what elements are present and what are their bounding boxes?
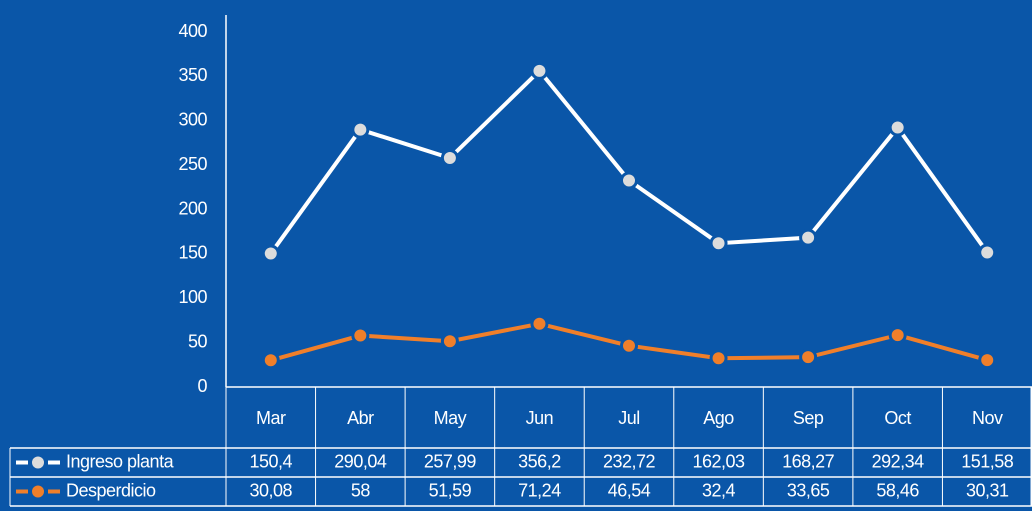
point <box>530 61 549 80</box>
point <box>530 314 549 333</box>
table-value: 162,03 <box>693 451 746 471</box>
x-tick-label: Jul <box>618 408 640 428</box>
x-tick-label: May <box>434 408 467 428</box>
point <box>888 326 907 345</box>
point <box>978 351 997 370</box>
point <box>351 326 370 345</box>
table-value: 58,46 <box>876 480 919 500</box>
x-tick-label: Mar <box>256 408 286 428</box>
table-value: 356,2 <box>518 451 561 471</box>
point <box>261 244 280 263</box>
x-tick-label: Abr <box>347 408 374 428</box>
table-value: 232,72 <box>603 451 656 471</box>
table-value: 151,58 <box>961 451 1014 471</box>
point <box>799 348 818 367</box>
point <box>440 149 459 168</box>
y-tick-label: 250 <box>178 154 207 174</box>
y-tick-label: 50 <box>188 331 208 351</box>
legend-label: Ingreso planta <box>66 451 175 471</box>
x-tick-label: Jun <box>526 408 554 428</box>
y-tick-label: 350 <box>178 65 207 85</box>
point <box>709 234 728 253</box>
point <box>978 243 997 262</box>
table-value: 32,4 <box>702 480 736 500</box>
table-value: 30,31 <box>966 480 1009 500</box>
x-tick-label: Ago <box>703 408 734 428</box>
table-value: 150,4 <box>250 451 293 471</box>
y-tick-label: 0 <box>197 376 207 396</box>
table-value: 292,34 <box>872 451 925 471</box>
point <box>620 336 638 355</box>
legend-marker <box>32 456 44 469</box>
x-tick-label: Nov <box>972 408 1003 428</box>
point <box>440 332 459 351</box>
x-tick-label: Oct <box>884 408 911 428</box>
y-tick-label: 400 <box>178 21 207 41</box>
legend-label: Desperdicio <box>66 480 156 500</box>
table-value: 51,59 <box>429 480 472 500</box>
table-value: 30,08 <box>250 480 293 500</box>
point <box>620 171 638 190</box>
point <box>799 228 818 247</box>
table-value: 290,04 <box>334 451 387 471</box>
table-value: 168,27 <box>782 451 835 471</box>
table-value: 33,65 <box>787 480 830 500</box>
table-value: 257,99 <box>424 451 477 471</box>
point <box>709 349 728 368</box>
table-value: 46,54 <box>608 480 651 500</box>
y-tick-label: 300 <box>178 110 207 130</box>
x-tick-label: Sep <box>793 408 824 428</box>
point <box>261 351 280 370</box>
y-tick-label: 200 <box>178 198 207 218</box>
table-value: 58 <box>351 480 371 500</box>
point <box>351 120 370 139</box>
y-tick-label: 150 <box>178 243 207 263</box>
y-tick-label: 100 <box>178 287 207 307</box>
series-line <box>269 67 989 255</box>
point <box>888 118 907 137</box>
legend-marker <box>32 485 44 498</box>
table-value: 71,24 <box>518 480 561 500</box>
